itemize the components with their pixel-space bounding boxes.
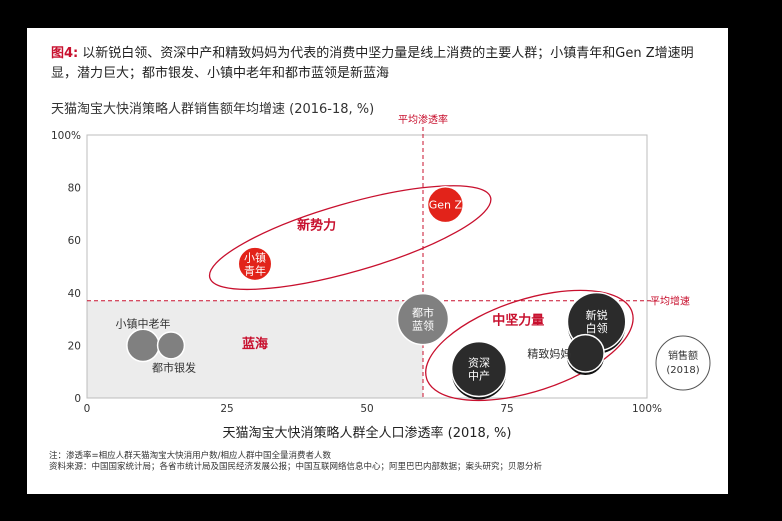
x-tick-label-4: 100%	[632, 403, 662, 415]
size-legend-circle	[655, 335, 711, 391]
bubble-0	[426, 186, 465, 224]
group-label-0: 新势力	[297, 218, 336, 234]
bubble-label-2-0: 都市	[412, 306, 434, 320]
figure-number: 图4:	[51, 46, 79, 61]
bubble-outside-label-6: 小镇中老年	[116, 316, 171, 330]
bubble-4	[450, 340, 508, 398]
y-tick-label-2: 40	[68, 288, 81, 300]
avg-penetration-label: 平均渗透率	[398, 113, 448, 126]
avg-growth-label: 平均增速	[650, 295, 690, 308]
bubble-label-2-1: 蓝领	[412, 320, 434, 333]
bubble-6	[126, 328, 160, 363]
x-axis-title: 天猫淘宝大快消策略人群全人口渗透率 (2018, %)	[223, 425, 512, 441]
x-tick-label-3: 75	[500, 403, 513, 415]
y-tick-label-3: 60	[68, 235, 81, 247]
chart-title: 天猫淘宝大快消策略人群销售额年均增速 (2016-18, %)	[51, 102, 375, 117]
footnote-source: 资料来源：中国国家统计局；各省市统计局及国民经济发展公报；中国互联网络信息中心；…	[49, 462, 543, 472]
plot-frame	[86, 134, 648, 399]
bubble-outside-label-7: 都市银发	[152, 360, 196, 374]
footnotes: 注：渗透率=相应人群天猫淘宝大快消用户数/相应人群中国全量消费者人数 资料来源：…	[49, 451, 719, 473]
x-tick-label-2: 50	[360, 403, 373, 415]
figure-heading-text: 以新锐白领、资深中产和精致妈妈为代表的消费中坚力量是线上消费的主要人群；小镇青年…	[51, 46, 694, 81]
bubble-label-1-1: 青年	[244, 263, 266, 277]
y-tick-label-4: 80	[68, 183, 81, 195]
bubble-label-0-0: Gen Z	[429, 199, 463, 212]
size-legend-label-2: (2018)	[666, 365, 699, 376]
bubble-label-3-1: 白领	[586, 321, 608, 335]
size-legend-label-1: 销售额	[668, 349, 698, 362]
bubble-outside-label-5: 精致妈妈	[527, 346, 571, 360]
bubble-5	[565, 333, 605, 373]
y-tick-label-5: 100%	[51, 130, 81, 142]
group-ellipse-1	[425, 289, 634, 402]
x-tick-label-0: 0	[84, 403, 91, 415]
bubble-7	[156, 331, 186, 360]
x-tick-label-1: 25	[220, 403, 233, 415]
group-label-2: 蓝海	[242, 336, 268, 352]
figure-card: 图4: 以新锐白领、资深中产和精致妈妈为代表的消费中坚力量是线上消费的主要人群；小…	[27, 28, 728, 494]
figure-heading: 图4: 以新锐白领、资深中产和精致妈妈为代表的消费中坚力量是线上消费的主要人群；小…	[51, 44, 715, 84]
bubble-label-1-0: 小镇	[244, 250, 266, 264]
y-tick-label-1: 20	[68, 340, 81, 352]
bubble-1	[237, 246, 273, 282]
y-tick-label-0: 0	[74, 393, 81, 405]
footnote-definition: 注：渗透率=相应人群天猫淘宝大快消用户数/相应人群中国全量消费者人数	[49, 451, 331, 461]
bubble-2	[396, 292, 450, 346]
group-ellipse-0	[208, 185, 492, 291]
group-label-1: 中坚力量	[492, 312, 544, 328]
bubble-label-3-0: 新锐	[586, 308, 608, 322]
bubble-label-4-1: 中产	[468, 369, 490, 383]
bubble-label-4-0: 资深	[468, 357, 490, 370]
